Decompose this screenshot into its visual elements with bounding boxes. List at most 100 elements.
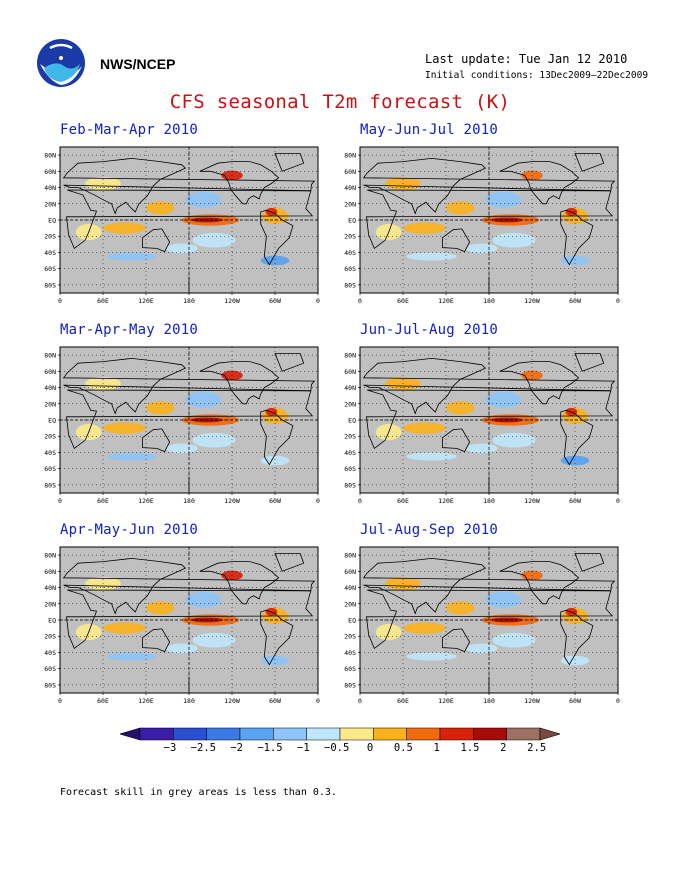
lon-tick-label: 0: [58, 297, 62, 305]
colorbar-tick-label: 2.5: [527, 742, 546, 754]
lon-tick-label: 0: [316, 297, 320, 305]
coastline-3: [362, 557, 616, 615]
colorbar-swatch-5: [306, 727, 341, 741]
lon-tick-label: 180: [183, 497, 195, 505]
map-panel-3: 80N 60N 40N 20N EQ 20S 40S 60S 80S 0 60E 120E 180 120…: [30, 340, 330, 510]
lat-tick-label: 80S: [44, 281, 56, 289]
coastline-5: [574, 153, 605, 172]
lon-tick-label: 60W: [269, 697, 281, 705]
anomaly-field-13: [466, 643, 498, 654]
anomaly-field-13: [166, 643, 198, 654]
colorbar-low-extend: [120, 727, 141, 741]
lat-tick-label: 60S: [344, 265, 356, 273]
colorbar-swatch-10: [473, 727, 507, 741]
lat-tick-label: 60S: [344, 465, 356, 473]
anomaly-field-10: [560, 655, 590, 666]
colorbar-swatch-3: [239, 727, 274, 741]
lat-tick-label: 60N: [344, 368, 356, 376]
panel-title-3: Mar-Apr-May 2010: [60, 322, 199, 338]
coastline-1: [260, 409, 294, 466]
lat-tick-label: 80N: [344, 352, 356, 360]
lon-tick-label: 0: [358, 497, 362, 505]
coastline-0: [499, 361, 580, 405]
coastline-2: [366, 189, 614, 250]
colorbar-swatch-6: [339, 727, 374, 741]
anomaly-field-13: [166, 243, 198, 254]
colorbar-tick-label: −1: [297, 742, 310, 754]
lon-tick-label: 120E: [438, 497, 454, 505]
lon-tick-label: 0: [58, 497, 62, 505]
lon-tick-label: 120W: [224, 497, 240, 505]
lat-tick-label: 40N: [344, 184, 356, 192]
lat-tick-label: 40N: [44, 384, 56, 392]
lat-tick-label: 60S: [44, 665, 56, 673]
anomaly-field-6: [403, 422, 446, 434]
coastline-2: [366, 389, 614, 450]
coastline-2: [66, 189, 314, 250]
coastline-1: [260, 609, 294, 666]
noaa-logo-icon: [37, 39, 85, 87]
lon-tick-label: 60W: [569, 697, 581, 705]
coastline-3: [362, 157, 616, 215]
lon-tick-label: 120W: [224, 297, 240, 305]
lon-tick-label: 120E: [138, 497, 154, 505]
lat-tick-label: 80S: [344, 281, 356, 289]
anomaly-field-8: [446, 601, 475, 615]
lat-tick-label: 80N: [344, 152, 356, 160]
map-panel-5: 80N 60N 40N 20N EQ 20S 40S 60S 80S 0 60E 120E 180 120…: [30, 540, 330, 710]
lat-tick-label: 60N: [44, 168, 56, 176]
lat-tick-label: 80N: [44, 552, 56, 560]
anomaly-field-2: [485, 191, 522, 208]
lon-tick-label: 60W: [269, 497, 281, 505]
map-panel-6: 80N 60N 40N 20N EQ 20S 40S 60S 80S 0 60E 120E 180 120…: [330, 540, 630, 710]
anomaly-field-13: [166, 443, 198, 454]
colorbar-tick-label: 1: [434, 742, 440, 754]
coastline-2: [66, 389, 314, 450]
lon-tick-label: 0: [358, 697, 362, 705]
coastline-4: [442, 628, 471, 653]
lat-tick-label: 40S: [44, 649, 56, 657]
lat-tick-label: EQ: [348, 617, 356, 625]
anomaly-field-13: [466, 243, 498, 254]
anomaly-field-9: [406, 652, 457, 661]
lat-tick-label: 20N: [344, 200, 356, 208]
colorbar-tick-label: −0.5: [324, 742, 349, 754]
colorbar-swatch-2: [206, 727, 241, 741]
coastline-4: [142, 228, 171, 253]
lon-tick-label: 180: [483, 297, 495, 305]
anomaly-field-9: [106, 452, 157, 461]
lon-tick-label: 120E: [138, 297, 154, 305]
coastline-3: [62, 157, 316, 215]
lat-tick-label: EQ: [48, 417, 56, 425]
colorbar-swatch-0: [139, 727, 174, 741]
coastline-0: [499, 161, 580, 205]
lat-tick-label: 80S: [44, 681, 56, 689]
lon-tick-label: 60E: [97, 697, 109, 705]
anomaly-field-2: [185, 391, 222, 408]
lon-tick-label: 120W: [524, 497, 540, 505]
colorbar-tick-label: 1.5: [461, 742, 480, 754]
lat-tick-label: 60S: [44, 265, 56, 273]
anomaly-field-10: [260, 655, 290, 666]
coastline-0: [199, 561, 280, 605]
lat-tick-label: 40S: [344, 449, 356, 457]
colorbar-swatch-4: [273, 727, 307, 741]
colorbar-tick-label: −2: [230, 742, 243, 754]
lon-tick-label: 60E: [97, 297, 109, 305]
lat-tick-label: 60N: [344, 168, 356, 176]
lat-tick-label: 40N: [44, 184, 56, 192]
coastline-5: [574, 353, 605, 372]
lat-tick-label: 80S: [344, 481, 356, 489]
anomaly-field-13: [466, 443, 498, 454]
coastline-2: [66, 589, 314, 650]
coastline-1: [560, 609, 594, 666]
anomaly-field-6: [103, 622, 146, 634]
lat-tick-label: 40N: [344, 584, 356, 592]
coastline-4: [442, 228, 471, 253]
lon-tick-label: 60E: [97, 497, 109, 505]
colorbar-tick-label: −1.5: [257, 742, 282, 754]
anomaly-field-2: [185, 591, 222, 608]
lat-tick-label: 80N: [44, 352, 56, 360]
